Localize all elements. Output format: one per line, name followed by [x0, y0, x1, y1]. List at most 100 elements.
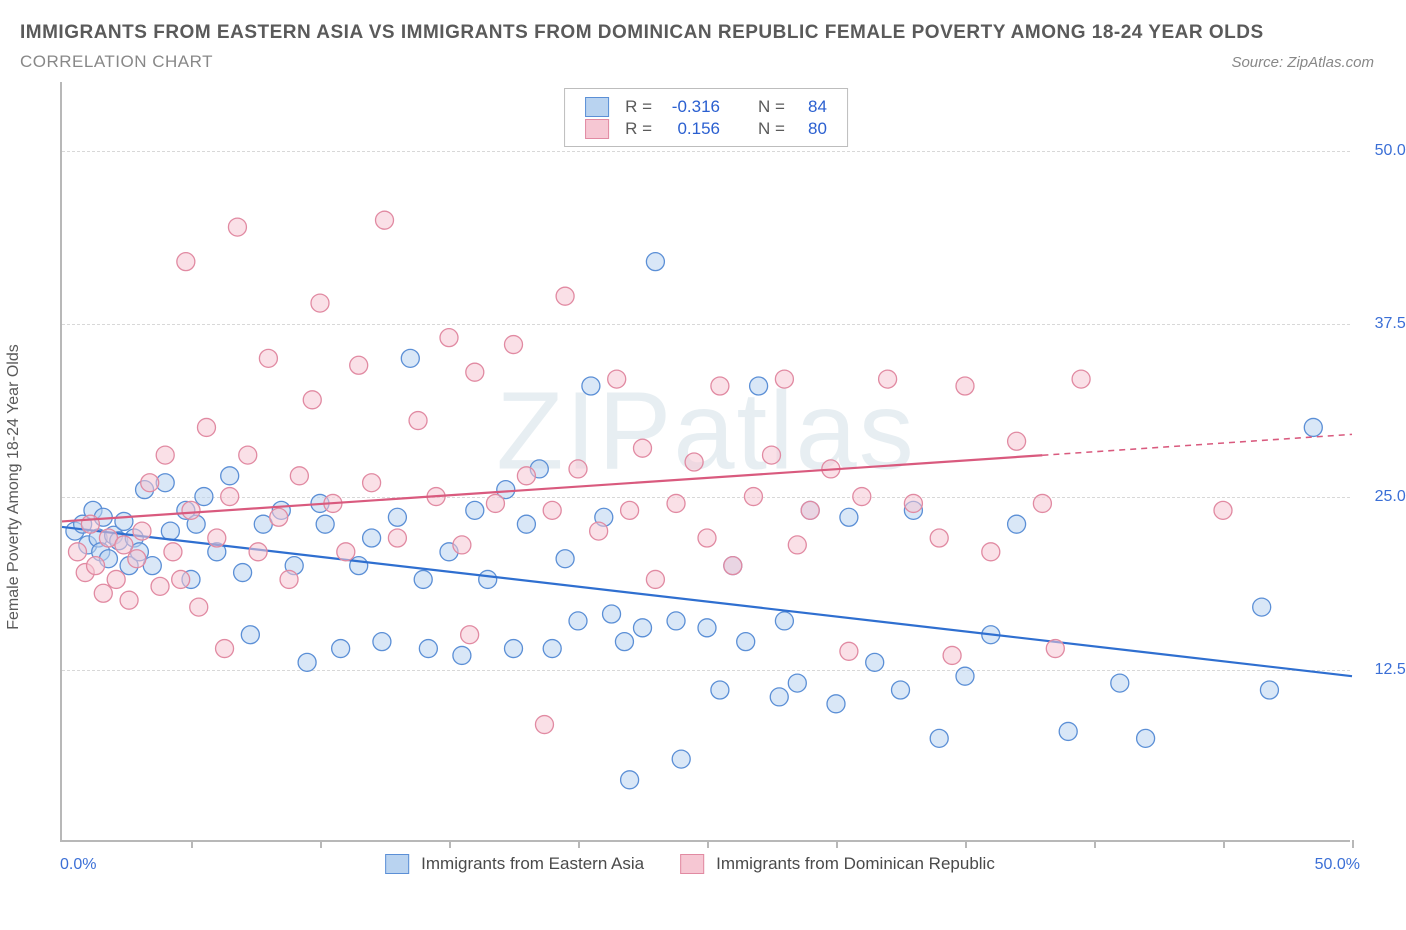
scatter-point	[840, 643, 858, 661]
legend-swatch	[680, 854, 704, 874]
scatter-point	[239, 446, 257, 464]
legend-r-label: R =	[619, 95, 658, 118]
correlation-legend: R =-0.316N =84R =0.156N =80	[564, 88, 848, 147]
scatter-point	[788, 536, 806, 554]
scatter-point	[419, 640, 437, 658]
scatter-point	[853, 488, 871, 506]
scatter-point	[216, 640, 234, 658]
scatter-point	[197, 419, 215, 437]
scatter-point	[414, 571, 432, 589]
chart-subtitle: CORRELATION CHART	[20, 52, 213, 72]
scatter-point	[569, 460, 587, 478]
y-axis-label: Female Poverty Among 18-24 Year Olds	[5, 345, 23, 631]
scatter-point	[466, 364, 484, 382]
scatter-point	[401, 350, 419, 368]
scatter-point	[1137, 730, 1155, 748]
legend-r-value: -0.316	[658, 95, 726, 118]
scatter-point	[543, 640, 561, 658]
scatter-point	[634, 619, 652, 637]
scatter-point	[107, 571, 125, 589]
scatter-point	[1033, 495, 1051, 513]
legend-swatch	[585, 119, 609, 139]
scatter-point	[711, 681, 729, 699]
scatter-point	[221, 488, 239, 506]
scatter-point	[827, 695, 845, 713]
scatter-point	[930, 529, 948, 547]
scatter-point	[228, 218, 246, 236]
scatter-point	[376, 212, 394, 230]
scatter-point	[409, 412, 427, 430]
legend-n-value: 84	[791, 95, 833, 118]
scatter-point	[120, 592, 138, 610]
legend-series-label: Immigrants from Eastern Asia	[421, 854, 644, 874]
scatter-point	[182, 502, 200, 520]
scatter-point	[517, 516, 535, 534]
scatter-point	[505, 640, 523, 658]
scatter-point	[241, 626, 259, 644]
legend-item: Immigrants from Eastern Asia	[385, 854, 644, 874]
scatter-point	[608, 370, 626, 388]
scatter-point	[615, 633, 633, 651]
scatter-svg	[62, 82, 1352, 842]
scatter-point	[1253, 598, 1271, 616]
legend-item: Immigrants from Dominican Republic	[680, 854, 995, 874]
scatter-point	[164, 543, 182, 561]
legend-n-label: N =	[752, 95, 791, 118]
scatter-point	[128, 550, 146, 568]
trend-line-extrapolated	[1042, 435, 1352, 456]
scatter-point	[667, 612, 685, 630]
scatter-point	[177, 253, 195, 271]
legend-n-label: N =	[752, 118, 791, 141]
y-tick-label: 12.5%	[1358, 661, 1406, 679]
scatter-point	[685, 453, 703, 471]
plot-region: ZIPatlas R =-0.316N =84R =0.156N =80 12.…	[60, 82, 1350, 842]
scatter-point	[603, 605, 621, 623]
series-legend: Immigrants from Eastern Asia Immigrants f…	[385, 854, 995, 874]
scatter-point	[81, 516, 99, 534]
scatter-point	[711, 377, 729, 395]
x-tick	[1352, 840, 1354, 848]
scatter-point	[1072, 370, 1090, 388]
scatter-point	[440, 329, 458, 347]
scatter-point	[172, 571, 190, 589]
scatter-point	[303, 391, 321, 409]
scatter-point	[332, 640, 350, 658]
scatter-point	[744, 488, 762, 506]
scatter-point	[982, 543, 1000, 561]
scatter-point	[634, 440, 652, 458]
scatter-point	[892, 681, 910, 699]
scatter-point	[535, 716, 553, 734]
scatter-point	[234, 564, 252, 582]
scatter-point	[1260, 681, 1278, 699]
scatter-point	[1046, 640, 1064, 658]
legend-r-label: R =	[619, 118, 658, 141]
y-tick-label: 50.0%	[1358, 142, 1406, 160]
scatter-point	[453, 536, 471, 554]
scatter-point	[1059, 723, 1077, 741]
scatter-point	[161, 522, 179, 540]
scatter-point	[943, 647, 961, 665]
scatter-point	[788, 674, 806, 692]
scatter-point	[698, 529, 716, 547]
scatter-point	[667, 495, 685, 513]
scatter-point	[904, 495, 922, 513]
scatter-point	[190, 598, 208, 616]
scatter-point	[280, 571, 298, 589]
x-min-label: 0.0%	[60, 856, 96, 874]
scatter-point	[363, 529, 381, 547]
scatter-point	[590, 522, 608, 540]
scatter-point	[388, 529, 406, 547]
scatter-point	[517, 467, 535, 485]
scatter-point	[270, 509, 288, 527]
scatter-point	[87, 557, 105, 575]
scatter-point	[930, 730, 948, 748]
scatter-point	[1008, 516, 1026, 534]
scatter-point	[1008, 433, 1026, 451]
legend-swatch	[385, 854, 409, 874]
scatter-point	[221, 467, 239, 485]
scatter-point	[453, 647, 471, 665]
scatter-point	[94, 585, 112, 603]
scatter-point	[646, 253, 664, 271]
scatter-point	[350, 357, 368, 375]
scatter-point	[770, 688, 788, 706]
